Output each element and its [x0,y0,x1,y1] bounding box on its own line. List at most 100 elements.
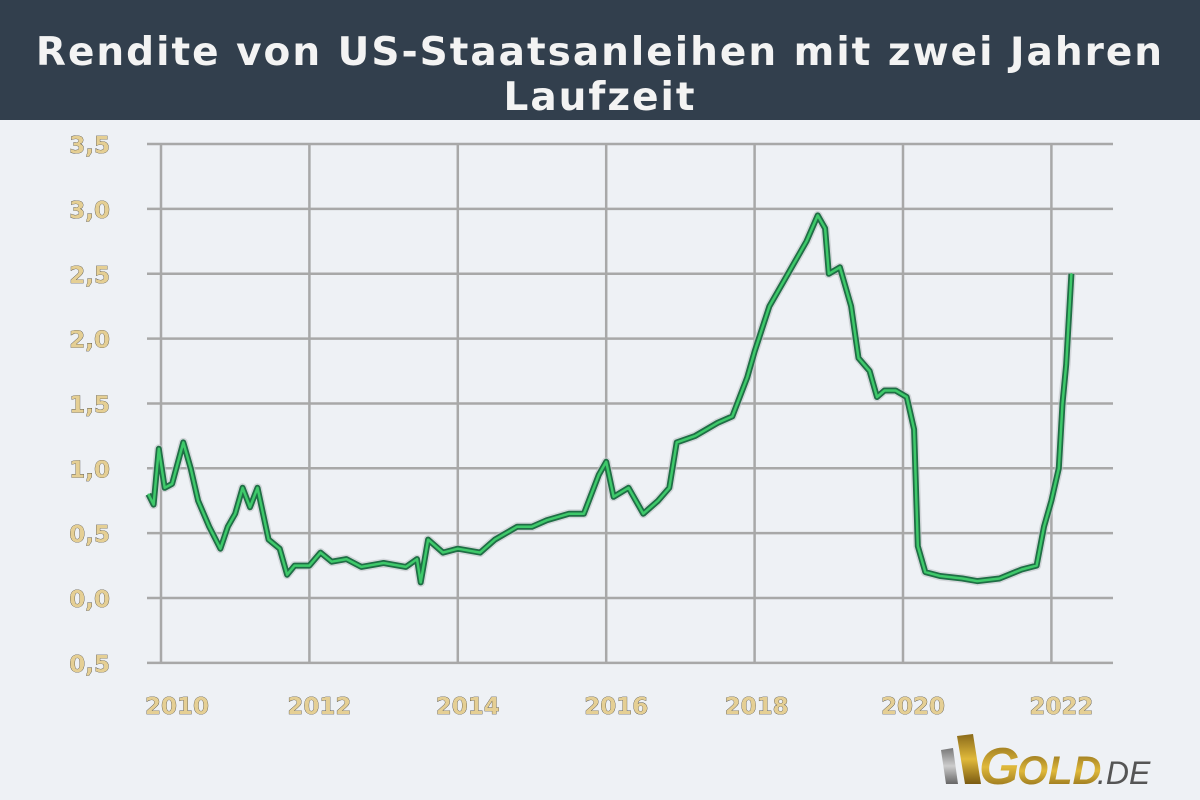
data-point [226,525,229,528]
data-point [182,441,185,444]
data-point [894,389,897,392]
data-point [345,558,348,560]
data-point [171,483,173,485]
data-point [330,560,333,563]
data-point [731,415,734,418]
data-point [627,486,630,489]
data-point [1043,525,1045,528]
data-point [876,396,878,398]
data-point [642,512,645,515]
data-point [546,519,548,521]
data-point [163,486,166,489]
data-point [249,506,251,509]
data-point [612,496,615,498]
data-point [531,525,533,528]
series-line-outline [145,212,1075,586]
y-tick-label: 1,5 [69,392,110,418]
series-line [144,210,1076,587]
data-point [147,493,150,496]
y-tick-label: 0,5 [69,652,110,678]
data-point [286,573,288,576]
data-point [256,486,259,489]
y-tick-label: 3,5 [69,133,110,159]
y-tick-label: 2,0 [69,328,110,354]
data-point [1035,564,1038,567]
x-tick-label: 2022 [1029,694,1093,720]
grid [147,142,1113,665]
gold-de-logo: G OLD .DE [937,722,1187,796]
data-point [152,503,155,506]
data-point [1061,402,1064,405]
data-point [1070,272,1073,275]
data-point [857,357,860,359]
data-point [405,566,407,568]
data-point [597,473,600,476]
data-point [319,551,322,554]
x-tick-label: 2012 [287,694,351,720]
data-point [850,305,852,307]
data-point [241,486,244,489]
x-tick-label: 2020 [881,694,945,720]
data-point [479,551,481,554]
data-point [267,538,270,541]
data-point [157,448,160,450]
x-axis: 2010 2012 2014 2016 2018 2020 2022 [145,694,1094,721]
data-point [442,551,444,554]
data-point [746,376,748,379]
data-point [293,564,296,567]
data-point [219,547,222,550]
data-point [1058,467,1060,470]
data-point [308,564,311,567]
data-point [278,547,281,550]
data-point [939,575,941,577]
data-point [668,486,671,489]
data-point [694,435,697,437]
x-tick-label: 2014 [436,694,500,720]
y-tick-label: 0,0 [69,587,110,613]
data-point [883,389,886,392]
x-tick-label: 2018 [725,694,789,720]
data-point [805,240,808,243]
data-point [1050,499,1053,502]
svg-text:G: G [979,738,1019,792]
data-point [427,538,429,541]
page-title: Rendite von US-Staatsanleihen mit zwei J… [35,30,1165,120]
data-point [768,305,771,307]
data-point [208,525,211,528]
data-point [868,370,871,372]
data-point [917,545,919,547]
header-bar: Rendite von US-Staatsanleihen mit zwei J… [0,0,1200,120]
data-point [1020,568,1023,571]
data-point [494,538,496,541]
data-point [516,525,518,528]
data-point [675,441,678,444]
data-point [360,566,363,568]
svg-text:OLD: OLD [1017,749,1101,792]
series-line-shadow [144,210,1076,587]
svg-text:.DE: .DE [1097,755,1151,791]
y-tick-label: 2,5 [69,263,110,289]
data-point [783,279,786,282]
series-line-path [147,214,1073,584]
data-point [828,272,830,275]
data-point [457,547,459,550]
data-point [234,512,236,515]
data-point [824,227,826,230]
data-point [753,350,756,353]
data-point [382,562,385,564]
data-point [583,512,585,515]
data-point [905,396,908,398]
data-point [605,461,607,463]
data-point [416,558,418,560]
x-tick-label: 2016 [584,694,648,720]
data-point [568,512,570,515]
data-point [913,428,915,431]
data-point [961,577,964,580]
data-point [716,422,719,424]
data-point [1065,363,1068,366]
data-point [816,214,819,217]
y-axis: 3,5 3,0 2,5 2,0 1,5 1,0 0,5 0,0 0,5 [69,133,110,678]
data-point [798,253,800,256]
data-point [839,266,841,269]
